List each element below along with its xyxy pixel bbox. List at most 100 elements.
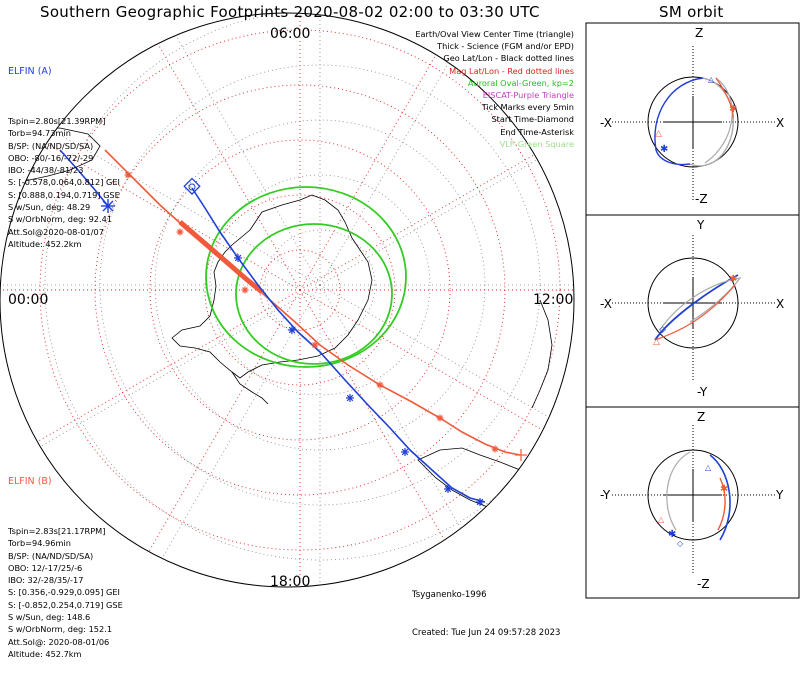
- elfin-a-track-main: [191, 187, 486, 503]
- panel1-left-label: -X: [600, 116, 612, 130]
- elfin-a-line: Altitude: 452.2km: [8, 238, 82, 249]
- page-title: Southern Geographic Footprints 2020-08-0…: [40, 3, 540, 21]
- orbit-panel-yz: △ ✱ ◇ △ ✱: [612, 425, 775, 575]
- tick-mark: [124, 171, 132, 179]
- auroral-oval-outer: [205, 186, 407, 368]
- elfin-b-line: OBO: 12/-17/25/-6: [8, 562, 83, 573]
- elfin-b-line: S w/Sun, deg: 148.6: [8, 612, 91, 623]
- elfin-b-line: Altitude: 452.7km: [8, 648, 82, 659]
- legend-item: Auroral Oval-Green, kp=2: [467, 77, 574, 88]
- tick-mark: [311, 341, 319, 349]
- svg-text:△: △: [653, 337, 660, 347]
- svg-text:✱: ✱: [729, 104, 737, 115]
- elfin-a-start-diamond: [183, 177, 201, 195]
- tick-mark: [444, 485, 452, 493]
- time-label-right: 12:00: [533, 292, 574, 308]
- panel3-right-label: Y: [776, 488, 784, 502]
- legend-item: Thick - Science (FGM and/or EPD): [437, 41, 574, 52]
- elfin-a-line: S w/OrbNorm, deg: 92.41: [8, 214, 113, 225]
- elfin-a-line: Att.Sol@2020-08-01/07: [8, 226, 104, 237]
- elfin-b-line: Torb=94.96min: [8, 538, 71, 549]
- legend-item: Mag Lat/Lon - Red dotted lines: [449, 65, 574, 76]
- svg-text:△: △: [705, 463, 712, 472]
- elfin-b-info: ELFIN (B) Tspin=2.83s[21.17RPM] Torb=94.9…: [8, 438, 123, 679]
- elfin-b-line: Att.Sol@: 2020-08-01/06: [8, 636, 110, 647]
- svg-text:△: △: [658, 515, 665, 524]
- elfin-a-lines: Tspin=2.80s[21.39RPM] Torb=94.73min B/SP: …: [8, 115, 120, 250]
- map-boundary: [0, 12, 575, 588]
- footer-author: Tsyganenko-1996: [412, 590, 487, 600]
- tick-mark: [401, 448, 409, 456]
- panel2-top-label: Y: [697, 218, 705, 232]
- main-map-svg: △ ✱ ✱ △ ✱ △ ◇ △ ✱ ◇ △ ✱: [0, 12, 800, 599]
- orbit-title: SM orbit: [659, 3, 724, 21]
- elfin-b-line: S w/OrbNorm, deg: 152.1: [8, 624, 113, 635]
- panel1-bottom-label: -Z: [695, 192, 708, 206]
- tick-mark: [234, 254, 242, 262]
- time-label-top: 06:00: [270, 26, 311, 42]
- panel3-bottom-label: -Z: [697, 577, 710, 591]
- svg-text:◇: ◇: [659, 325, 666, 335]
- elfin-a-end-asterisk: [101, 199, 115, 213]
- time-label-bottom: 18:00: [270, 574, 311, 590]
- legend-item: Earth/Oval View Center Time (triangle): [415, 29, 574, 39]
- elfin-b-end-asterisk: [515, 449, 527, 461]
- nz-coastline: [531, 299, 553, 409]
- elfin-b-line: IBO: 32/-28/35/-17: [8, 575, 84, 586]
- elfin-b-line: S: [-0.852,0.254,0.719] GSE: [8, 599, 123, 610]
- elfin-b-science-segment: [178, 220, 264, 294]
- panel3-left-label: -Y: [600, 488, 611, 502]
- elfin-a-line: Torb=94.73min: [8, 128, 71, 139]
- tick-mark: [376, 381, 384, 389]
- elfin-b-line: S: [0.356,-0.929,0.095] GEI: [8, 587, 120, 598]
- antarctic-peninsula: [231, 371, 269, 405]
- svg-text:△: △: [655, 129, 662, 139]
- panel2-bottom-label: -Y: [697, 385, 708, 399]
- tick-mark: [436, 414, 444, 422]
- legend-item: EISCAT-Purple Triangle: [482, 90, 574, 101]
- svg-text:△: △: [708, 75, 715, 84]
- elfin-b-lines: Tspin=2.83s[21.17RPM] Torb=94.96min B/SP: …: [8, 525, 123, 660]
- tick-mark: [346, 394, 354, 402]
- tick-mark: [288, 326, 296, 334]
- elfin-a-track: [59, 149, 109, 207]
- tick-mark: [241, 286, 249, 294]
- elfin-a-line: Tspin=2.80s[21.39RPM]: [8, 116, 106, 126]
- tick-mark: [476, 498, 484, 506]
- legend-item: Geo Lat/Lon - Black dotted lines: [443, 53, 574, 64]
- elfin-b-track: [104, 149, 521, 456]
- legend-item: VLF-Green Square: [499, 138, 574, 149]
- elfin-b-line: B/SP: (NA/ND/SD/SA): [8, 550, 94, 561]
- legend-item: Start Time-Diamond: [491, 114, 574, 125]
- svg-text:✱: ✱: [729, 274, 737, 285]
- panel3-top-label: Z: [697, 410, 706, 424]
- panel1-right-label: X: [776, 116, 785, 130]
- elfin-a-line: OBO: -80/-16/-72/-29: [8, 152, 94, 163]
- footer-created: Created: Tue Jun 24 09:57:28 2023: [412, 627, 561, 638]
- elfin-b-header: ELFIN (B): [8, 476, 52, 487]
- tick-mark: [491, 445, 499, 453]
- orbit-panel-xy: ✱ △ ◇: [612, 235, 775, 380]
- time-label-left: 00:00: [8, 292, 49, 308]
- tick-mark: [176, 228, 184, 236]
- elfin-a-line: S: [-0.578,0.064,0.812] GEI: [8, 177, 120, 188]
- svg-text:✱: ✱: [720, 484, 728, 495]
- orbit-panel-frame: [585, 22, 800, 599]
- antarctica-coastline: [171, 194, 373, 379]
- panel2-right-label: X: [776, 297, 785, 311]
- panel2-left-label: -X: [600, 297, 612, 311]
- elfin-a-header: ELFIN (A): [8, 66, 52, 77]
- elfin-a-line: IBO: -44/38/-81/23: [8, 165, 84, 176]
- elfin-a-info: ELFIN (A) Tspin=2.80s[21.39RPM] Torb=94.7…: [8, 28, 120, 269]
- legend-item: Tick Marks every 5min: [481, 102, 574, 113]
- orbit-panel-xz: △ ✱ ✱ △: [612, 46, 775, 200]
- svg-text:◇: ◇: [677, 539, 684, 548]
- legend: Earth/Oval View Center Time (triangle) Th…: [415, 28, 574, 150]
- elfin-a-line: S w/Sun, deg: 48.29: [8, 202, 91, 213]
- australia-coastline: [417, 447, 535, 511]
- footer: Tsyganenko-1996 Created: Tue Jun 24 09:5…: [412, 564, 560, 652]
- track-markers: [124, 171, 499, 506]
- elfin-a-line: B/SP: (NA/ND/SD/SA): [8, 140, 94, 151]
- elfin-a-line: S: [0.888,0.194,0.719] GSE: [8, 189, 120, 200]
- panel1-top-label: Z: [695, 26, 704, 40]
